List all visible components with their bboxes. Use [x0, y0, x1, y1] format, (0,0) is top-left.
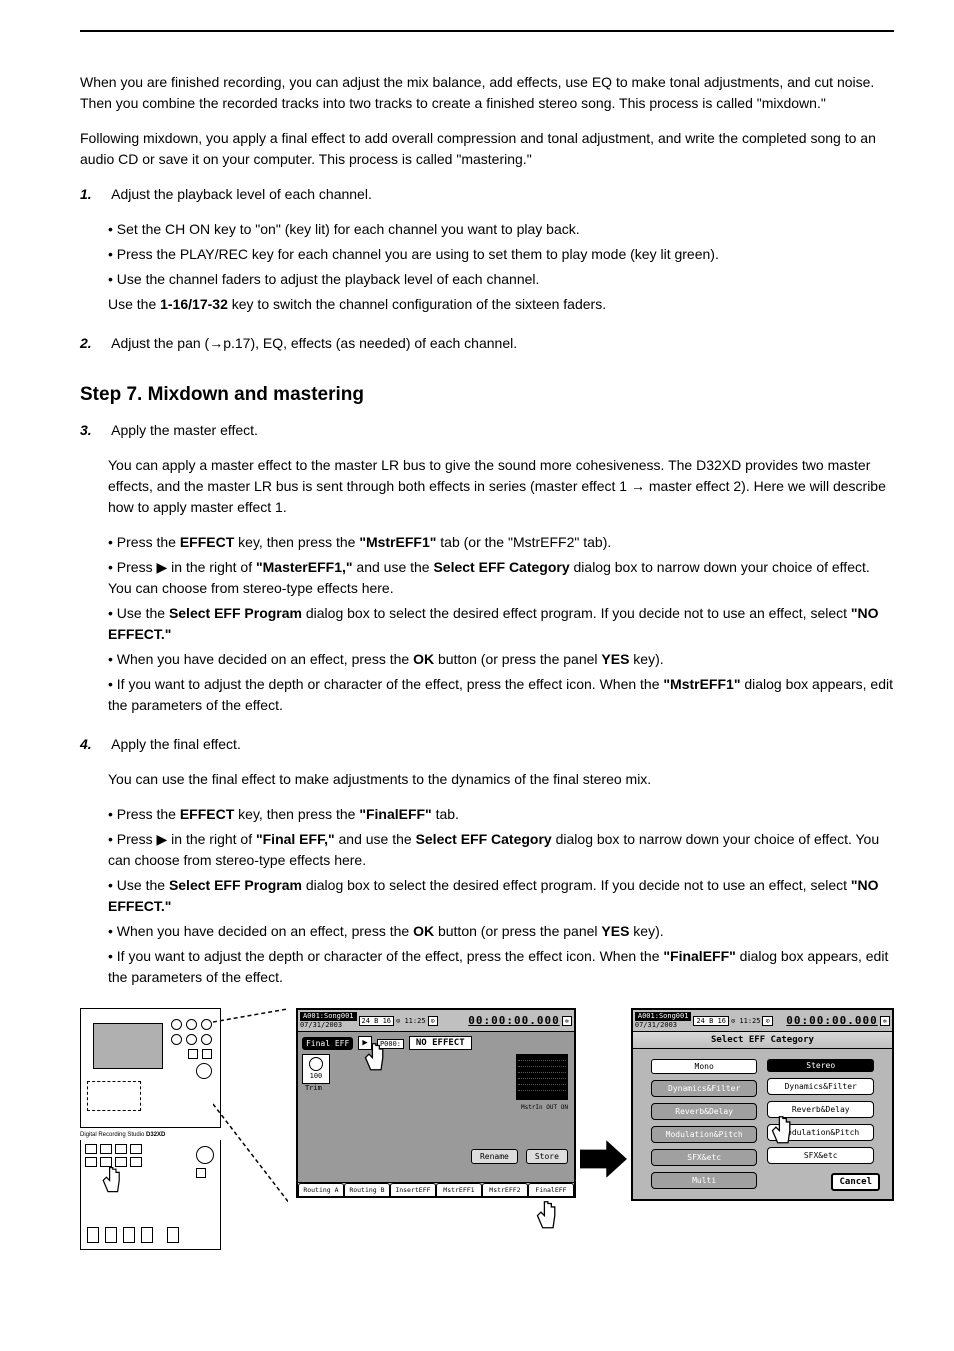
tab-routing-a[interactable]: Routing A	[298, 1183, 344, 1196]
section-head: Step 7. Mixdown and mastering	[80, 384, 894, 406]
step4-a: • Press the EFFECT key, then press the "…	[108, 804, 894, 825]
cat-mono-modulation[interactable]: Modulation&Pitch	[651, 1126, 758, 1143]
effect-button-area	[85, 1144, 155, 1167]
hand-icon	[362, 1042, 388, 1076]
tab-finaleff[interactable]: FinalEFF	[528, 1183, 574, 1196]
cat-stereo-dynamics[interactable]: Dynamics&Filter	[767, 1078, 874, 1095]
step4-e: • If you want to adjust the depth or cha…	[108, 946, 894, 988]
intro-paragraph-2: Following mixdown, you apply a final eff…	[80, 128, 894, 170]
step3-c: • Use the Select EFF Program dialog box …	[108, 603, 894, 645]
song-date: 07/31/2003	[300, 1021, 357, 1029]
lcd-time: ⊙ 11:25	[396, 1017, 426, 1025]
mono-header: Mono	[651, 1059, 758, 1074]
step1-d: Use the 1-16/17-32 key to switch the cha…	[108, 294, 894, 315]
hand-icon	[769, 1115, 795, 1149]
device-top	[80, 1008, 221, 1128]
step1-c: • Use the channel faders to adjust the p…	[108, 269, 894, 290]
tab-inserteff[interactable]: InsertEFF	[390, 1183, 436, 1196]
step1-num: 1.	[80, 184, 108, 205]
lcd-finaleff: A001:Song001 07/31/2003 24 B 16 ⊙ 11:25 …	[296, 1008, 576, 1198]
device-knobs	[160, 1019, 212, 1079]
hand-icon	[99, 1166, 125, 1198]
tab-routing-b[interactable]: Routing B	[344, 1183, 390, 1196]
final-eff-label: Final EFF	[302, 1037, 353, 1050]
step3-b: • Press ▶ in the right of "MasterEFF1," …	[108, 557, 894, 599]
category-body: Mono Dynamics&Filter Reverb&Delay Modula…	[633, 1049, 892, 1199]
step4-d: • When you have decided on an effect, pr…	[108, 921, 894, 942]
device-mock: Digital Recording Studio D32XD	[80, 1008, 221, 1250]
lcd-header: A001:Song001 07/31/2003 24 B 16 ⊙ 11:25 …	[298, 1010, 574, 1032]
stereo-column: Stereo Dynamics&Filter Reverb&Delay Modu…	[767, 1059, 874, 1189]
step4-c: • Use the Select EFF Program dialog box …	[108, 875, 894, 917]
timecode: 00:00:00.000	[786, 1014, 877, 1027]
step2-num: 2.	[80, 333, 108, 354]
transition-arrow-icon	[580, 1139, 627, 1179]
step1-b: • Press the PLAY/REC key for each channe…	[108, 244, 894, 265]
song-name: A001:Song001	[300, 1012, 357, 1022]
store-button[interactable]: Store	[526, 1149, 568, 1164]
clock-icon: ⊙	[428, 1016, 438, 1026]
step3-d: • When you have decided on an effect, pr…	[108, 649, 894, 670]
intro-paragraph-1: When you are finished recording, you can…	[80, 72, 894, 114]
cat-mono-dynamics[interactable]: Dynamics&Filter	[651, 1080, 758, 1097]
trim-knob[interactable]: 100	[302, 1054, 330, 1084]
step2-head: 2. Adjust the pan (→p.17), EQ, effects (…	[80, 333, 894, 354]
zoom-box-icon	[87, 1081, 141, 1111]
step3-head: 3. Apply the master effect.	[80, 420, 894, 441]
song-date: 07/31/2003	[635, 1021, 692, 1029]
lcd-mode: 24 B 16	[693, 1016, 729, 1026]
figures: Digital Recording Studio D32XD	[80, 1008, 894, 1250]
step1-a: • Set the CH ON key to "on" (key lit) fo…	[108, 219, 894, 240]
rename-button[interactable]: Rename	[471, 1149, 518, 1164]
cat-mono-reverb[interactable]: Reverb&Delay	[651, 1103, 758, 1120]
device-label: Digital Recording Studio D32XD	[80, 1132, 221, 1138]
lcd-finaleff-container: A001:Song001 07/31/2003 24 B 16 ⊙ 11:25 …	[296, 1008, 576, 1198]
step4-num: 4.	[80, 734, 108, 755]
top-rule	[80, 30, 894, 32]
lcd-category-dialog: A001:Song001 07/31/2003 24 B 16 ⊙ 11:25 …	[631, 1008, 894, 1201]
meter-display	[516, 1054, 568, 1100]
cat-mono-sfx[interactable]: SFX&etc	[651, 1149, 758, 1166]
meter-label: MstrIn OUT ON	[521, 1104, 568, 1111]
step1-head: 1. Adjust the playback level of each cha…	[80, 184, 894, 205]
hand-icon	[534, 1200, 560, 1234]
timecode: 00:00:00.000	[468, 1014, 559, 1027]
step4-b: • Press ▶ in the right of "Final EFF," a…	[108, 829, 894, 871]
cat-mono-multi[interactable]: Multi	[651, 1172, 758, 1189]
category-title: Select EFF Category	[633, 1032, 892, 1049]
tc-gear-icon: ✲	[880, 1016, 890, 1026]
step4-head: 4. Apply the final effect.	[80, 734, 894, 755]
tab-bar: Routing A Routing B InsertEFF MstrEFF1 M…	[298, 1182, 574, 1196]
fader-row	[87, 1227, 179, 1243]
tab-mstreff2[interactable]: MstrEFF2	[482, 1183, 528, 1196]
device-bottom	[80, 1140, 221, 1250]
mono-column: Mono Dynamics&Filter Reverb&Delay Modula…	[651, 1059, 758, 1189]
tab-mstreff1[interactable]: MstrEFF1	[436, 1183, 482, 1196]
stereo-header: Stereo	[767, 1059, 874, 1072]
lcd-body: Final EFF ▶ P000: NO EFFECT 100 Trim Mst…	[298, 1032, 574, 1182]
step3-body: You can apply a master effect to the mas…	[108, 455, 894, 518]
lcd-time: ⊙ 11:25	[731, 1017, 761, 1025]
lcd-header: A001:Song001 07/31/2003 24 B 16 ⊙ 11:25 …	[633, 1010, 892, 1032]
device-lcd	[93, 1023, 163, 1069]
step3-a: • Press the EFFECT key, then press the "…	[108, 532, 894, 553]
tc-gear-icon: ✲	[562, 1016, 572, 1026]
song-name: A001:Song001	[635, 1012, 692, 1022]
lcd-mode: 24 B 16	[359, 1016, 395, 1026]
step4-body: You can use the final effect to make adj…	[108, 769, 894, 790]
step3-e: • If you want to adjust the depth or cha…	[108, 674, 894, 716]
clock-icon: ⊙	[762, 1016, 772, 1026]
effect-name-field[interactable]: NO EFFECT	[409, 1036, 472, 1050]
step3-num: 3.	[80, 420, 108, 441]
zoom-lines-icon	[213, 1008, 288, 1208]
cancel-button[interactable]: Cancel	[831, 1173, 880, 1191]
